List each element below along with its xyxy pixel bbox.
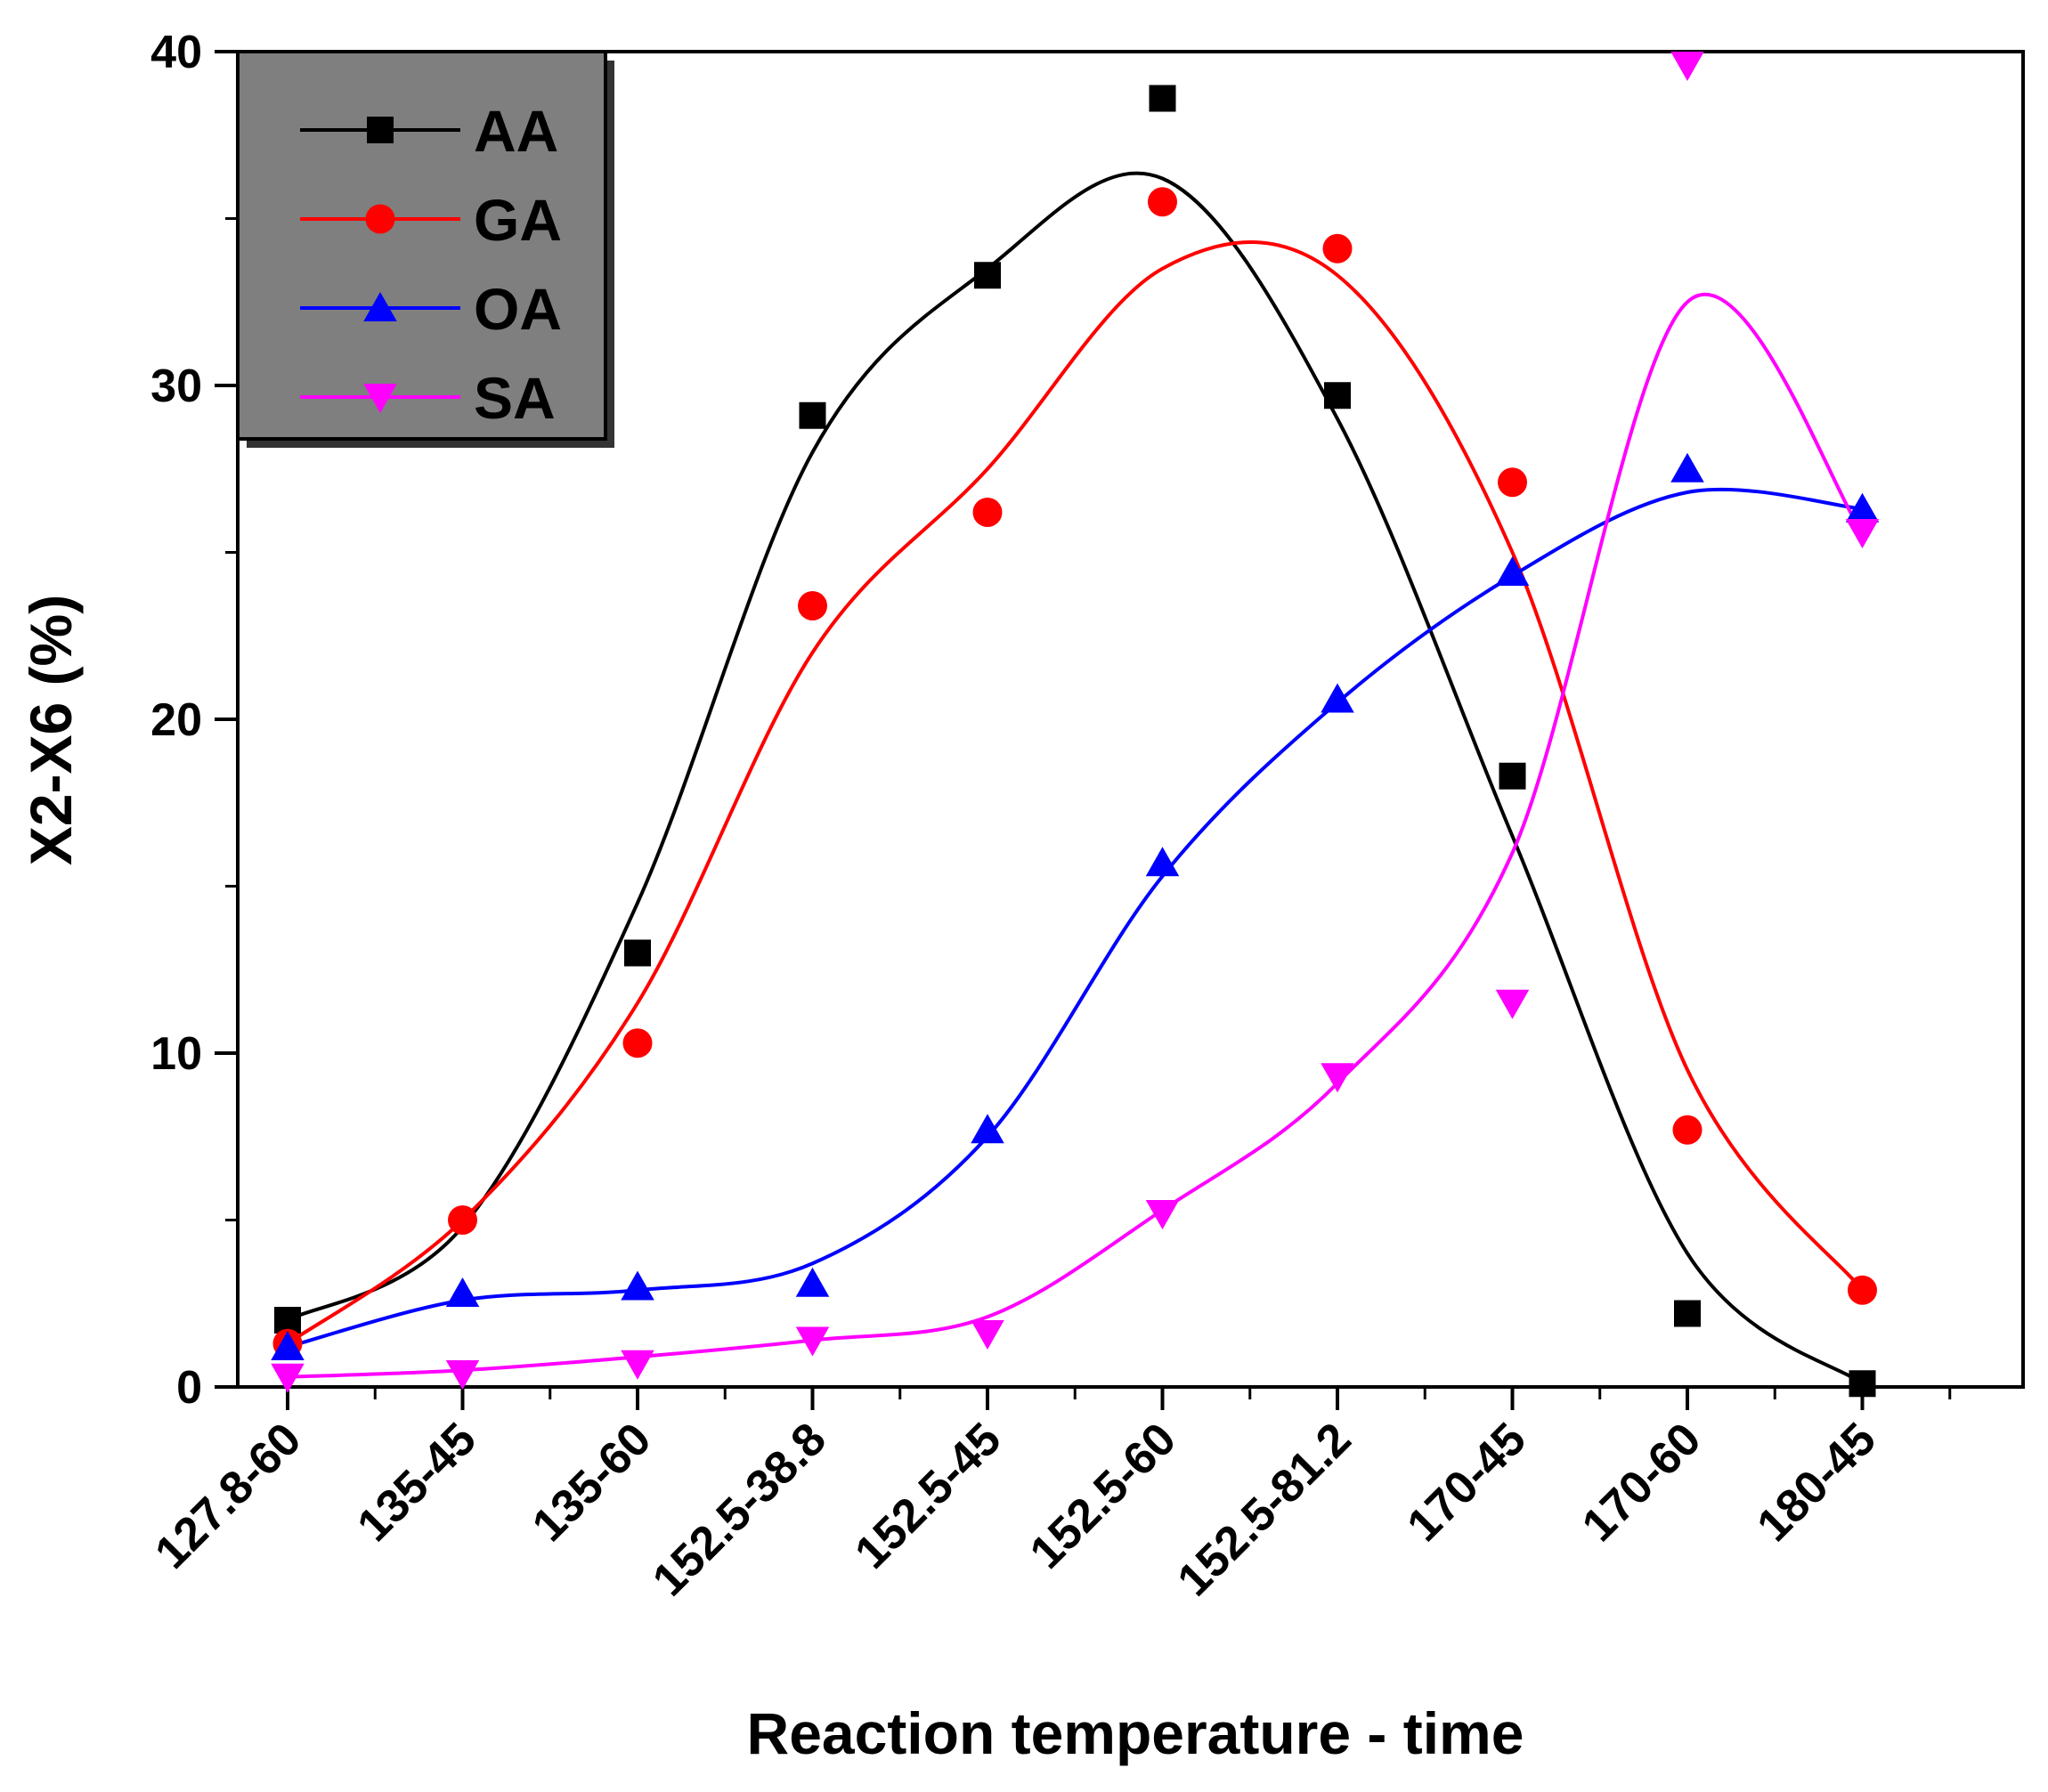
marker-aa: [1849, 1370, 1876, 1398]
x-tick-label: 135-45: [347, 1413, 486, 1552]
marker-oa: [971, 1114, 1004, 1144]
marker-ga: [1148, 187, 1177, 217]
curve-sa: [287, 292, 1865, 1379]
x-tick-label: 180-45: [1747, 1413, 1886, 1552]
y-tick-label: 40: [150, 27, 202, 78]
marker-aa: [799, 401, 826, 429]
curve-oa: [287, 487, 1863, 1349]
legend-marker-aa: [367, 117, 394, 143]
marker-sa: [1845, 519, 1880, 548]
marker-oa: [1321, 683, 1354, 713]
marker-aa: [974, 262, 1001, 289]
marker-aa: [1674, 1300, 1701, 1327]
y-axis-title: X2-X6 (%): [18, 595, 84, 865]
marker-oa: [1845, 492, 1880, 523]
marker-ga: [622, 1028, 653, 1058]
marker-oa: [1670, 452, 1704, 482]
legend-marker-oa: [363, 292, 397, 321]
marker-aa: [1149, 85, 1176, 112]
marker-sa: [795, 1326, 830, 1357]
marker-ga: [1322, 233, 1353, 264]
marker-sa: [271, 1363, 305, 1393]
x-tick-label: 152.5-81.2: [1168, 1413, 1361, 1606]
x-tick-label: 152.5-60: [1020, 1413, 1186, 1578]
marker-sa: [1495, 989, 1530, 1019]
x-tick-label: 127.8-60: [145, 1413, 311, 1578]
data-markers: [271, 52, 1880, 1398]
marker-aa: [1324, 382, 1351, 409]
marker-ga: [972, 498, 1003, 527]
marker-ga: [798, 591, 827, 620]
legend-label-ga: GA: [474, 187, 562, 253]
y-tick-label: 20: [150, 694, 202, 746]
marker-ga: [1672, 1115, 1703, 1145]
marker-sa: [621, 1350, 654, 1380]
marker-oa: [621, 1270, 654, 1301]
legend-label-aa: AA: [474, 98, 558, 164]
marker-ga: [448, 1205, 477, 1235]
marker-oa: [1495, 556, 1530, 586]
legend-label-oa: OA: [474, 276, 562, 342]
legend-marker-sa: [363, 384, 397, 413]
marker-aa: [624, 939, 651, 967]
curve-ga: [286, 239, 1865, 1345]
marker-sa: [445, 1360, 480, 1390]
x-tick-label: 135-60: [523, 1413, 662, 1552]
x-axis-title: Reaction temperature - time: [747, 1700, 1524, 1766]
legend: AA GA OA SA: [236, 50, 614, 448]
marker-sa: [971, 1320, 1004, 1350]
marker-oa: [1145, 847, 1180, 877]
y-tick-label: 30: [150, 361, 202, 412]
legend-marker-ga: [365, 204, 395, 234]
marker-oa: [445, 1277, 480, 1307]
marker-aa: [1499, 762, 1526, 790]
marker-oa: [271, 1331, 305, 1360]
x-tick-label: 170-45: [1397, 1413, 1536, 1552]
x-tick-label: 152.5-38.8: [643, 1413, 836, 1606]
marker-ga: [1498, 467, 1527, 498]
y-tick-label: 0: [176, 1362, 202, 1414]
marker-sa: [1145, 1200, 1180, 1229]
curve-aa: [287, 171, 1864, 1385]
marker-oa: [795, 1267, 830, 1297]
y-tick-label: 10: [150, 1028, 202, 1080]
legend-label-sa: SA: [474, 365, 556, 431]
marker-ga: [1848, 1275, 1877, 1305]
legend-box: [236, 50, 607, 441]
marker-sa: [1321, 1063, 1354, 1093]
marker-sa: [1670, 52, 1704, 81]
x-tick-label: 170-60: [1573, 1413, 1711, 1552]
x-tick-label: 152.5-45: [845, 1413, 1011, 1578]
